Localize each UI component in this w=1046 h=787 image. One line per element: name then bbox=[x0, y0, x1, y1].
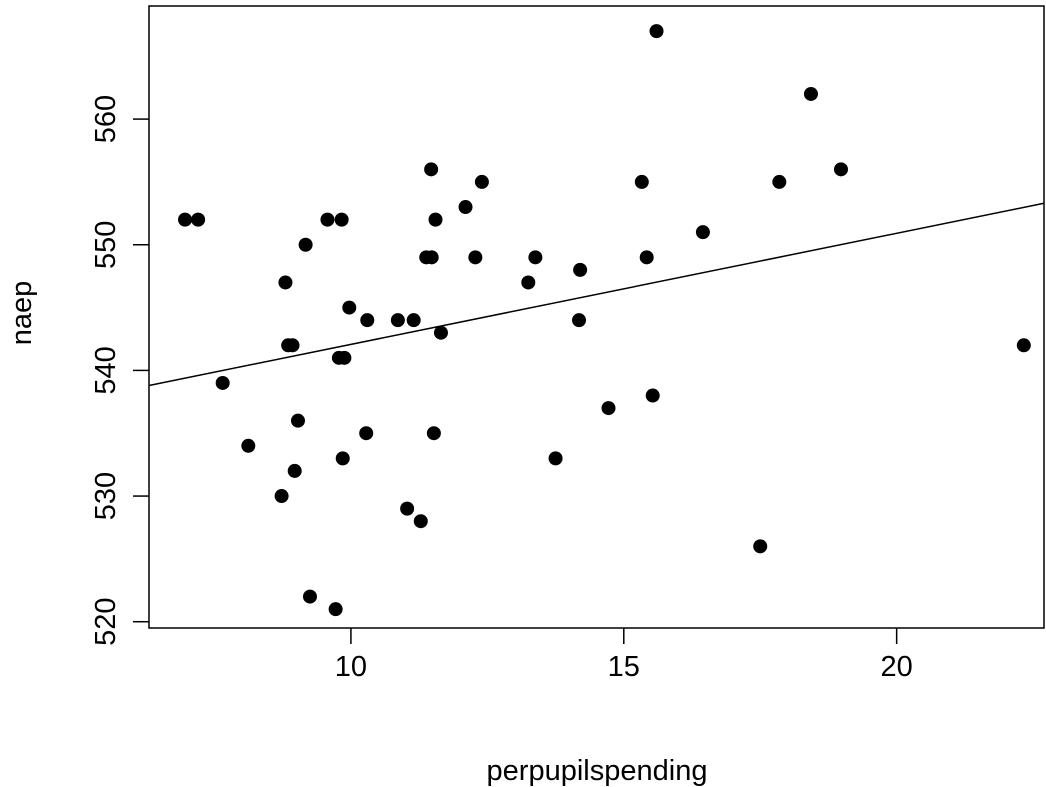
data-point bbox=[178, 212, 193, 227]
data-point bbox=[573, 262, 588, 277]
data-point bbox=[468, 250, 483, 265]
y-tick-label: 550 bbox=[90, 221, 122, 269]
data-point bbox=[342, 300, 357, 315]
data-point bbox=[649, 24, 664, 39]
data-point bbox=[833, 162, 848, 177]
data-point bbox=[278, 275, 293, 290]
fit-line bbox=[148, 202, 1045, 387]
data-point bbox=[241, 438, 256, 453]
y-axis: 520 530 540 550 560 bbox=[90, 95, 149, 646]
data-point bbox=[634, 174, 649, 189]
data-point bbox=[424, 250, 439, 265]
data-point bbox=[359, 426, 374, 441]
data-point bbox=[334, 212, 349, 227]
data-point bbox=[474, 174, 489, 189]
x-axis: 10 15 20 bbox=[335, 628, 913, 683]
data-point bbox=[287, 463, 302, 478]
data-point bbox=[772, 174, 787, 189]
data-point bbox=[521, 275, 536, 290]
data-point bbox=[337, 350, 352, 365]
y-tick-label: 540 bbox=[90, 346, 122, 394]
x-axis-title: perpupilspending bbox=[487, 755, 708, 787]
data-point bbox=[360, 313, 375, 328]
data-point bbox=[528, 250, 543, 265]
data-point bbox=[639, 250, 654, 265]
data-point bbox=[406, 313, 421, 328]
data-point bbox=[753, 539, 768, 554]
data-point bbox=[424, 162, 439, 177]
data-point bbox=[548, 451, 563, 466]
data-point bbox=[290, 413, 305, 428]
data-point bbox=[400, 501, 415, 516]
y-tick-label: 520 bbox=[90, 598, 122, 646]
fit-line-layer bbox=[148, 202, 1045, 387]
data-point bbox=[1016, 338, 1031, 353]
x-tick-label: 20 bbox=[881, 651, 913, 683]
data-point bbox=[695, 225, 710, 240]
data-point bbox=[274, 489, 289, 504]
data-point bbox=[645, 388, 660, 403]
points-layer bbox=[178, 24, 1031, 617]
data-point bbox=[285, 338, 300, 353]
data-point bbox=[390, 313, 405, 328]
y-tick-label: 560 bbox=[90, 95, 122, 143]
data-point bbox=[601, 401, 616, 416]
data-point bbox=[458, 200, 473, 215]
data-point bbox=[428, 212, 443, 227]
data-point bbox=[191, 212, 206, 227]
y-tick-label: 530 bbox=[90, 472, 122, 520]
data-point bbox=[298, 237, 313, 252]
data-point bbox=[803, 86, 818, 101]
data-point bbox=[302, 589, 317, 604]
data-point bbox=[215, 375, 230, 390]
y-axis-title: naep bbox=[6, 281, 38, 346]
data-point bbox=[335, 451, 350, 466]
data-point bbox=[426, 426, 441, 441]
x-tick-label: 15 bbox=[608, 651, 640, 683]
data-point bbox=[572, 313, 587, 328]
plot-frame bbox=[148, 5, 1045, 629]
data-point bbox=[413, 514, 428, 529]
data-point bbox=[320, 212, 335, 227]
data-point bbox=[433, 325, 448, 340]
x-tick-label: 10 bbox=[335, 651, 367, 683]
data-point bbox=[328, 602, 343, 617]
